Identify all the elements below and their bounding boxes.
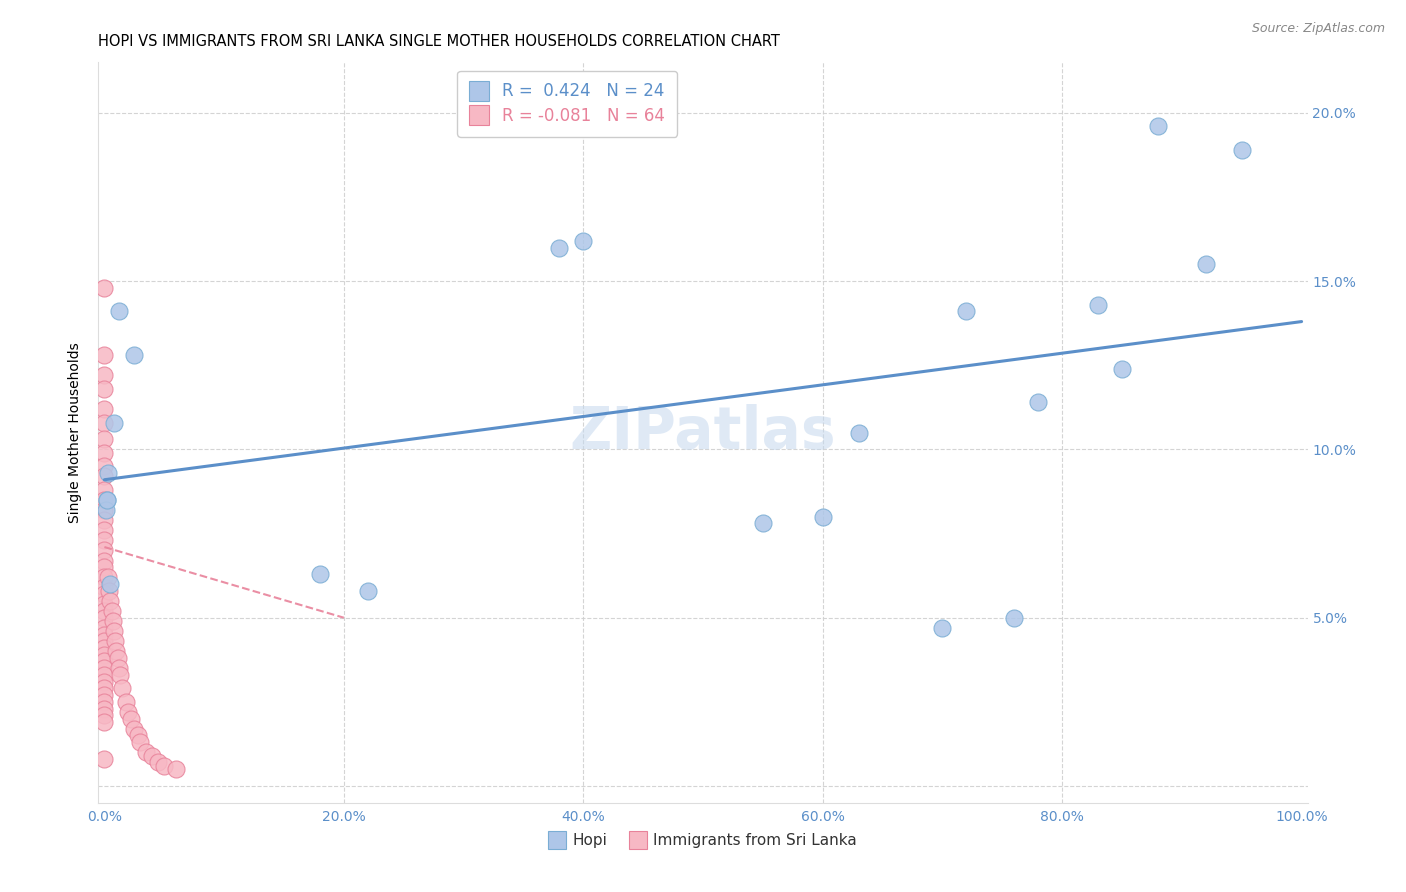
Point	[93, 587, 115, 601]
Point	[848, 425, 870, 440]
Point	[107, 661, 129, 675]
Point	[105, 644, 128, 658]
Point	[93, 513, 115, 527]
Point	[811, 509, 834, 524]
Point	[93, 610, 115, 624]
Point	[100, 604, 122, 618]
Point	[111, 681, 134, 696]
Point	[93, 570, 115, 584]
Point	[1002, 610, 1025, 624]
Point	[93, 543, 115, 558]
Point	[93, 382, 115, 396]
Point	[572, 234, 595, 248]
Point	[107, 304, 129, 318]
Point	[93, 533, 115, 548]
Point	[1111, 361, 1133, 376]
Point	[93, 634, 115, 648]
Point	[127, 729, 149, 743]
Point	[96, 492, 118, 507]
Point	[93, 681, 115, 696]
Point	[93, 752, 115, 766]
Point	[93, 469, 115, 483]
Point	[96, 492, 118, 507]
Point	[124, 722, 146, 736]
Point	[1087, 298, 1109, 312]
Point	[93, 492, 115, 507]
Y-axis label: Single Mother Households: Single Mother Households	[69, 343, 83, 523]
Point	[93, 714, 115, 729]
Point	[108, 668, 131, 682]
Point	[1147, 120, 1170, 134]
Point	[135, 745, 157, 759]
Text: ZIPatlas: ZIPatlas	[569, 404, 837, 461]
Point	[100, 577, 122, 591]
Text: Source: ZipAtlas.com: Source: ZipAtlas.com	[1251, 22, 1385, 36]
Point	[103, 624, 125, 639]
Point	[93, 648, 115, 662]
Point	[97, 570, 120, 584]
Point	[93, 708, 115, 723]
Point	[93, 674, 115, 689]
Point	[1230, 143, 1253, 157]
Point	[124, 348, 146, 362]
Point	[94, 503, 117, 517]
Point	[93, 433, 115, 447]
Point	[93, 621, 115, 635]
Point	[93, 503, 115, 517]
Point	[357, 583, 380, 598]
Point	[97, 466, 120, 480]
Legend: Hopi, Immigrants from Sri Lanka: Hopi, Immigrants from Sri Lanka	[543, 827, 863, 855]
Point	[115, 695, 138, 709]
Point	[1195, 257, 1218, 271]
Point	[309, 566, 332, 581]
Point	[955, 304, 977, 318]
Point	[93, 661, 115, 675]
Text: HOPI VS IMMIGRANTS FROM SRI LANKA SINGLE MOTHER HOUSEHOLDS CORRELATION CHART: HOPI VS IMMIGRANTS FROM SRI LANKA SINGLE…	[98, 34, 780, 49]
Point	[148, 756, 170, 770]
Point	[141, 748, 163, 763]
Point	[93, 688, 115, 702]
Point	[93, 553, 115, 567]
Point	[129, 735, 152, 749]
Point	[93, 627, 115, 641]
Point	[153, 758, 176, 772]
Point	[100, 594, 122, 608]
Point	[93, 483, 115, 497]
Point	[93, 668, 115, 682]
Point	[117, 705, 139, 719]
Point	[93, 281, 115, 295]
Point	[93, 581, 115, 595]
Point	[93, 560, 115, 574]
Point	[93, 655, 115, 669]
Point	[101, 614, 124, 628]
Point	[93, 695, 115, 709]
Point	[93, 402, 115, 417]
Point	[104, 634, 127, 648]
Point	[93, 523, 115, 537]
Point	[93, 368, 115, 383]
Point	[1026, 395, 1049, 409]
Point	[93, 640, 115, 655]
Point	[93, 348, 115, 362]
Point	[107, 651, 129, 665]
Point	[93, 701, 115, 715]
Point	[93, 416, 115, 430]
Point	[165, 762, 187, 776]
Point	[93, 446, 115, 460]
Point	[93, 604, 115, 618]
Point	[93, 459, 115, 474]
Point	[103, 416, 125, 430]
Point	[548, 240, 571, 254]
Point	[752, 516, 775, 531]
Point	[93, 597, 115, 611]
Point	[931, 621, 953, 635]
Point	[98, 583, 121, 598]
Point	[120, 712, 142, 726]
